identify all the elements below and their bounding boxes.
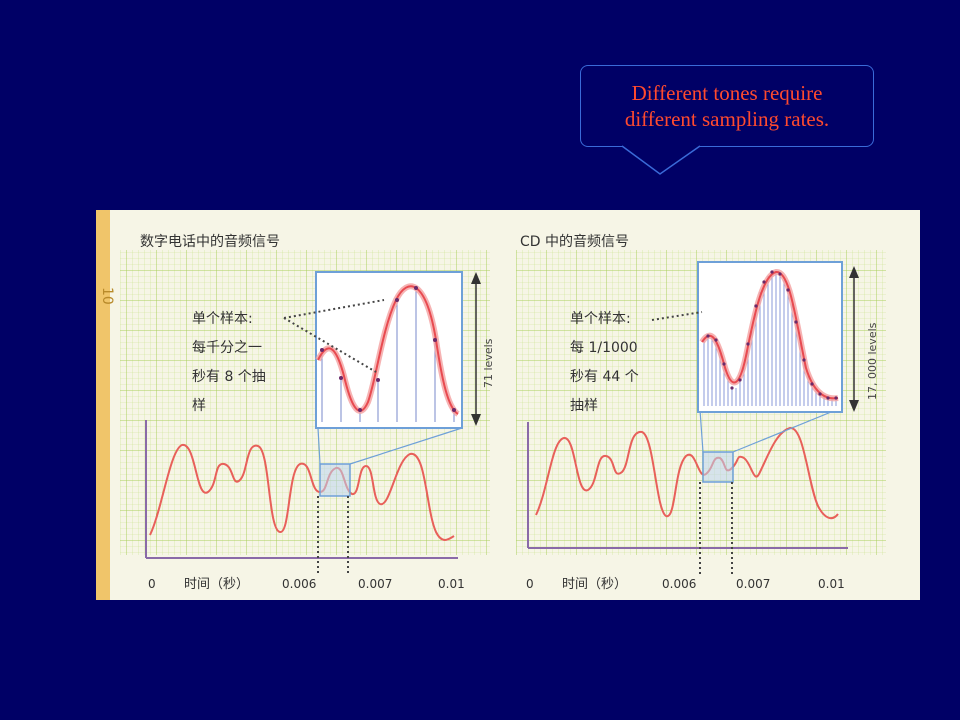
- left-tick-0006: 0.006: [282, 577, 316, 591]
- left-annotation-line-1: 单个样本:: [192, 311, 253, 327]
- right-axis-title: 时间（秒）: [562, 577, 627, 592]
- right-levels-label: 17, 000 levels: [866, 322, 879, 400]
- left-axis-title: 时间（秒）: [184, 577, 249, 592]
- left-tick-0: 0: [148, 577, 156, 591]
- right-tick-001: 0.01: [818, 577, 845, 591]
- left-annotation-line-2: 每千分之一: [192, 340, 262, 356]
- right-tick-0007: 0.007: [736, 577, 770, 591]
- right-panel: 17, 000 levels 单个样本: 每 1/1000 秒有 44 个 抽样…: [526, 261, 879, 592]
- right-waveform: [535, 427, 839, 520]
- page-number: 10: [99, 287, 115, 305]
- left-title: 数字电话中的音频信号: [140, 233, 280, 250]
- callout-tail: [621, 145, 701, 175]
- sampling-figure: 10 数字电话中的音频信号 CD 中的音频信号: [96, 210, 920, 600]
- right-title: CD 中的音频信号: [520, 233, 629, 250]
- right-annotation-line-1: 单个样本:: [570, 311, 631, 327]
- left-annotation-line-3: 秒有 8 个抽: [192, 369, 266, 385]
- page-margin-strip: [96, 210, 110, 600]
- left-panel: 71 levels 单个样本: 每千分之一 秒有 8 个抽 样 0 时间（秒） …: [145, 271, 495, 592]
- callout-line-1: Different tones require: [631, 81, 823, 105]
- left-levels-label: 71 levels: [482, 338, 495, 388]
- right-annotation-line-4: 抽样: [570, 398, 598, 414]
- left-annotation-line-4: 样: [192, 398, 206, 414]
- right-tick-0006: 0.006: [662, 577, 696, 591]
- left-tick-001: 0.01: [438, 577, 465, 591]
- callout-box: Different tones require different sampli…: [580, 65, 874, 147]
- left-tick-0007: 0.007: [358, 577, 392, 591]
- left-zoom-box: [319, 463, 351, 497]
- right-annotation-line-3: 秒有 44 个: [570, 369, 639, 385]
- right-inset-samples: [703, 272, 837, 406]
- right-tick-0: 0: [526, 577, 534, 591]
- right-annotation-line-2: 每 1/1000: [570, 340, 638, 356]
- left-waveform: [149, 444, 455, 541]
- right-zoom-box: [702, 451, 734, 483]
- callout-line-2: different sampling rates.: [624, 107, 830, 131]
